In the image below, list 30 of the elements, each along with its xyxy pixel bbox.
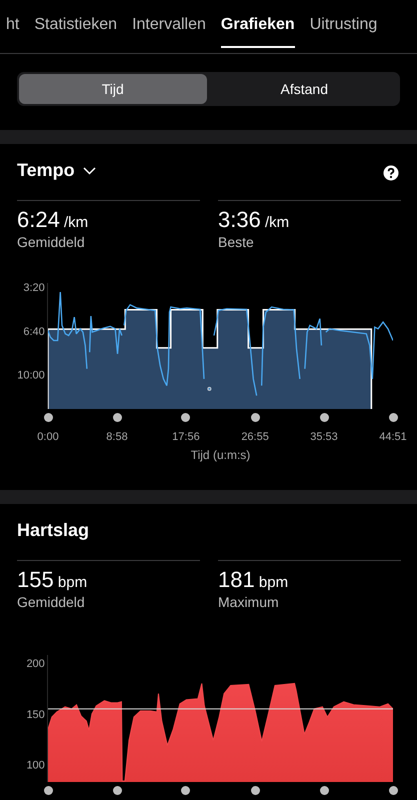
x-tick-label: 17:56 <box>172 431 200 444</box>
text: 6:24 /km <box>17 207 88 233</box>
x-tick-label: 26:55 <box>241 431 269 444</box>
x-tick-label: 8:58 <box>106 431 128 444</box>
y-tick-label: 3:20 <box>23 282 45 294</box>
text: 181 bpm <box>218 567 288 593</box>
x-tick-label: 35:53 <box>310 431 338 444</box>
text: 3:36 /km <box>218 207 290 233</box>
text: Uitrusting <box>310 16 378 35</box>
chart-title: Hartslag <box>17 520 90 541</box>
x-axis-title: Tijd (u:m:s) <box>190 448 250 462</box>
y-tick-label: 150 <box>26 708 45 721</box>
text: 155 bpm <box>17 567 88 593</box>
text: Gemiddeld <box>17 594 85 610</box>
y-tick-label: 100 <box>26 760 45 772</box>
y-tick-label: 10:00 <box>17 370 45 382</box>
text: Tijd <box>19 74 206 104</box>
chart-title: Tempo <box>17 160 75 181</box>
text: Maximum <box>218 594 279 610</box>
text: Intervallen <box>132 16 206 35</box>
text: Afstand <box>280 80 329 99</box>
x-tick-label: 44:51 <box>379 431 407 444</box>
text: Beste <box>218 234 254 250</box>
text: Grafieken <box>220 16 295 48</box>
x-tick-label: 0:00 <box>37 431 59 444</box>
text: Gemiddeld <box>17 234 85 250</box>
y-tick-label: 200 <box>26 658 45 670</box>
y-tick-label: 6:40 <box>23 326 45 338</box>
text: Statistieken <box>34 16 118 35</box>
text: ht <box>6 16 20 35</box>
